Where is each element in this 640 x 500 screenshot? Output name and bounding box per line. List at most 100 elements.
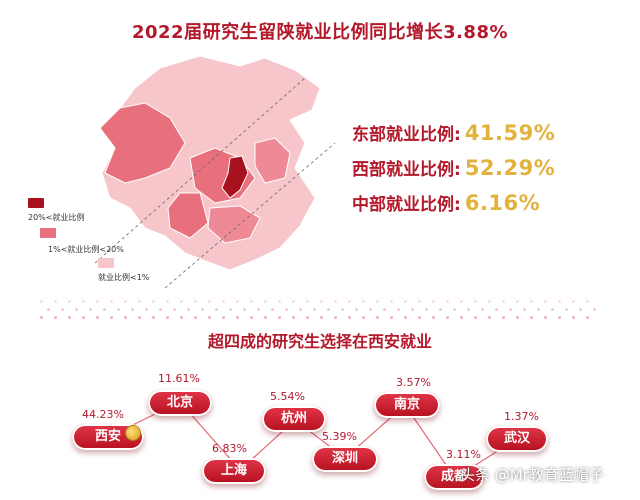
dot [390,300,393,303]
dot [453,308,456,311]
city-value-label-6: 3.11% [446,448,481,461]
city-bubble-3: 杭州 [262,406,326,432]
legend-swatch-mid [40,228,56,238]
divider-line-1 [94,77,306,264]
dot [530,300,533,303]
dot [341,308,344,311]
dot [96,300,99,303]
dot [327,308,330,311]
city-bubble-0: 西安 [72,424,144,450]
dot [152,300,155,303]
dot [285,308,288,311]
dot [180,316,183,319]
city-bubble-5: 南京 [374,392,440,418]
dot [411,308,414,311]
dot [173,308,176,311]
dot [418,300,421,303]
dot [159,308,162,311]
dot [502,300,505,303]
dot [572,316,575,319]
dot [432,300,435,303]
dot [383,308,386,311]
dot [68,316,71,319]
city-bubble-1: 北京 [148,390,212,416]
dot [320,316,323,319]
dot [124,300,127,303]
dot [40,300,43,303]
dot [516,300,519,303]
dot [446,316,449,319]
dot [593,308,596,311]
legend-label-mid: 1%<就业比例<20% [48,245,124,254]
dot [145,308,148,311]
legend-label-low: 就业比例<1% [98,273,150,282]
dot [152,316,155,319]
dot [558,316,561,319]
dot [82,316,85,319]
dot [439,308,442,311]
city-value-label-5: 3.57% [396,376,431,389]
city-bubble-7: 武汉 [486,426,548,452]
dot [110,316,113,319]
dot [369,308,372,311]
dot [313,308,316,311]
stat-east: 东部就业比例: 41.59% [352,120,555,145]
dot [418,316,421,319]
dot [47,308,50,311]
dot [460,316,463,319]
dot [355,308,358,311]
dot [586,316,589,319]
dot [376,316,379,319]
dot [334,316,337,319]
dot [474,300,477,303]
stat-west-label: 西部就业比例: [352,160,461,180]
dot [523,308,526,311]
dot [222,316,225,319]
map-region-shaanxi [221,155,249,199]
stat-west-value: 52.29% [464,156,556,180]
dot [509,308,512,311]
dot [348,300,351,303]
dot [103,308,106,311]
dot [138,316,141,319]
dot [376,300,379,303]
dot [243,308,246,311]
dot [278,316,281,319]
dot [131,308,134,311]
dot [201,308,204,311]
dot [180,300,183,303]
dot [54,300,57,303]
dot [404,316,407,319]
dot [320,300,323,303]
dot [306,300,309,303]
page-title: 2022届研究生留陕就业比例同比增长3.88% [131,22,509,43]
map-region-mid-east [254,137,291,184]
map-region-mid-west [99,102,186,184]
dot [54,316,57,319]
dot [390,316,393,319]
dot [208,300,211,303]
dot [495,308,498,311]
dot [250,316,253,319]
legend-swatch-high [28,198,44,208]
dot [425,308,428,311]
dot [579,308,582,311]
dot [306,316,309,319]
dot [138,300,141,303]
dot [558,300,561,303]
stat-central-value: 6.16% [464,191,541,215]
divider-line-2 [164,142,336,289]
dot [537,308,540,311]
dot [362,316,365,319]
dot [474,316,477,319]
dot [488,300,491,303]
china-map-svg [94,55,336,289]
dot [481,308,484,311]
dot [551,308,554,311]
dot [40,316,43,319]
dot [194,316,197,319]
city-bubble-4: 深圳 [312,446,378,472]
dot [236,316,239,319]
dot [544,316,547,319]
dot [264,316,267,319]
